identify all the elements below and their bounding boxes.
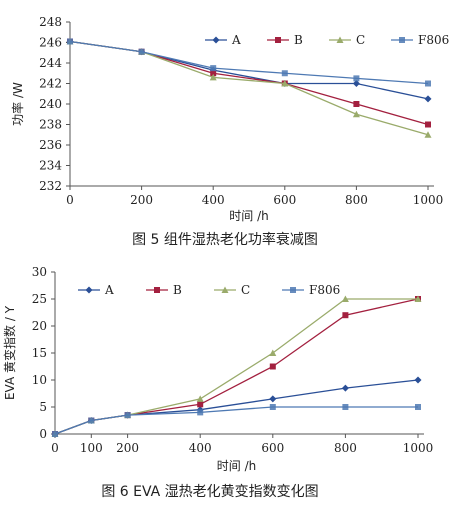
y-tick-label: 244	[39, 56, 62, 70]
legend-marker-b	[154, 287, 160, 293]
x-tick-label: 800	[345, 193, 368, 207]
chart-eva-yellowing: 0 5 10 15 20 25 30 0 100 200 400 600 800 1000 时间 /h EVA…	[2, 265, 433, 473]
y-tick-label: 232	[39, 179, 62, 193]
x-tick-label: 0	[51, 441, 59, 455]
data-point-f806	[67, 38, 73, 45]
legend-label-c: C	[241, 283, 250, 297]
y-tick-label: 246	[39, 36, 62, 50]
y-tick-label: 20	[32, 319, 47, 333]
data-point-f806	[88, 417, 95, 424]
data-point-c	[209, 73, 217, 81]
y-tick-label: 15	[32, 346, 47, 360]
x-tick-label: 100	[80, 441, 103, 455]
x-tick-label: 1000	[413, 193, 444, 207]
data-point-b	[353, 101, 360, 107]
chart-caption-fig6: 图 6 EVA 湿热老化黄变指数变化图	[101, 483, 318, 500]
y-axis-label: EVA 黄变指数 / Y	[2, 305, 17, 400]
data-point-c	[269, 349, 277, 356]
y-tick-label: 10	[32, 373, 47, 387]
x-tick-label: 200	[116, 441, 139, 455]
legend-marker-c	[336, 36, 344, 43]
data-point-a	[414, 376, 422, 384]
y-tick-label: 240	[39, 97, 62, 111]
data-point-a	[269, 395, 277, 403]
x-tick-label: 1000	[403, 441, 434, 455]
y-tick-label: 5	[39, 400, 47, 414]
data-point-f806	[425, 80, 431, 87]
data-point-f806	[210, 65, 217, 72]
legend-marker-a	[85, 286, 93, 294]
legend-marker-f806	[290, 287, 296, 293]
data-point-c	[352, 110, 360, 118]
data-point-b	[269, 363, 276, 370]
data-point-b	[197, 401, 204, 408]
x-tick-label: 600	[273, 193, 296, 207]
series-line-f806	[69, 40, 429, 85]
series-line-c	[54, 298, 418, 435]
x-tick-label: 200	[130, 193, 153, 207]
legend-marker-a	[212, 36, 220, 44]
series-line-b	[69, 40, 429, 126]
data-point-f806	[197, 409, 204, 416]
legend-marker-b	[275, 37, 281, 43]
x-tick-label: 0	[66, 193, 74, 207]
legend-marker-c	[221, 286, 229, 293]
series-line-c	[69, 40, 429, 136]
x-axis-label: 时间 /h	[229, 209, 268, 223]
data-point-f806	[415, 404, 421, 410]
legend-label-b: B	[294, 33, 303, 47]
y-axis-label: 功率 /W	[10, 82, 25, 126]
data-point-f806	[124, 412, 131, 419]
x-tick-label: 400	[189, 441, 212, 455]
chart-power-decay: 232 234 236 238 240 242 244 246 248 0 200 400 600 800…	[10, 15, 449, 223]
y-tick-label: 242	[39, 77, 62, 91]
data-point-b	[425, 121, 431, 128]
y-tick-label: 25	[32, 292, 47, 306]
data-point-f806	[269, 404, 276, 410]
data-point-c	[196, 395, 204, 402]
data-point-a	[352, 80, 360, 87]
x-axis-label: 时间 /h	[217, 459, 256, 473]
y-tick-label: 238	[39, 118, 62, 132]
series-line-f806	[54, 406, 418, 435]
data-point-f806	[353, 75, 360, 82]
legend-label-a: A	[104, 283, 114, 297]
y-tick-label: 236	[39, 138, 62, 152]
data-point-a	[424, 95, 432, 103]
legend-label-b: B	[173, 283, 182, 297]
data-point-c	[414, 295, 422, 302]
y-tick-label: 248	[39, 15, 62, 29]
series-line-b	[54, 298, 419, 435]
data-point-c	[341, 295, 349, 302]
y-tick-label: 30	[32, 265, 47, 279]
data-point-b	[342, 312, 349, 319]
chart-caption-fig5: 图 5 组件湿热老化功率衰减图	[132, 231, 318, 248]
legend-label-c: C	[356, 33, 365, 47]
data-point-b	[210, 70, 217, 77]
legend-marker-f806	[399, 37, 405, 43]
y-tick-label: 0	[39, 427, 47, 441]
legend-label-a: A	[231, 33, 241, 47]
x-tick-label: 400	[202, 193, 225, 207]
data-point-f806	[52, 431, 58, 437]
data-point-c	[424, 131, 432, 138]
data-point-c	[281, 80, 289, 87]
legend-label-f806: F806	[309, 283, 340, 297]
data-point-f806	[138, 48, 145, 55]
data-point-a	[341, 384, 349, 392]
x-tick-label: 800	[334, 441, 357, 455]
data-point-f806	[342, 404, 349, 410]
data-point-f806	[281, 70, 288, 77]
y-tick-label: 234	[39, 159, 62, 173]
legend-label-f806: F806	[418, 33, 449, 47]
x-tick-label: 600	[261, 441, 284, 455]
